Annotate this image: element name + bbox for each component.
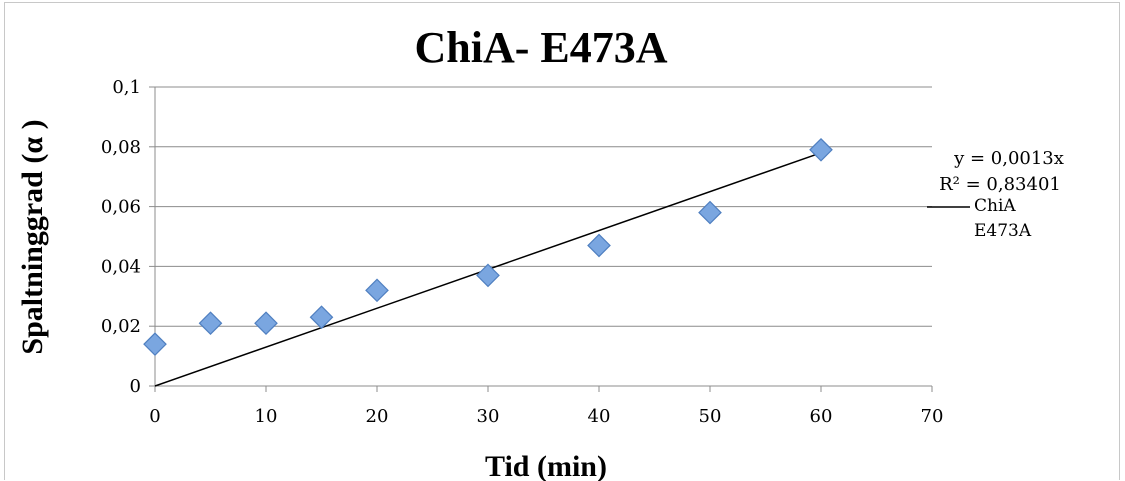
y-tick-label: 0,08 [101, 137, 141, 158]
chart-frame [4, 2, 1120, 480]
data-point [476, 263, 500, 288]
data-point [143, 332, 167, 356]
y-tick-label: 0,1 [112, 77, 141, 98]
legend-label-line1: ChiA [974, 196, 1016, 216]
data-point [365, 278, 389, 303]
data-point [309, 305, 334, 330]
data-point [587, 233, 611, 258]
data-point [698, 200, 722, 225]
legend: ChiA E473A [927, 196, 1032, 241]
y-tick-labels: 0 0,02 0,04 0,06 0,08 0,1 [101, 77, 141, 397]
y-tick-label: 0 [130, 376, 141, 397]
trendline-equation: y = 0,0013x [953, 148, 1064, 169]
data-point [809, 137, 833, 162]
y-tick-label: 0,02 [101, 316, 141, 337]
data-point [254, 311, 278, 336]
x-tick-label: 60 [810, 406, 833, 427]
y-tick-label: 0,04 [101, 256, 141, 277]
trendline-r2: R² = 0,83401 [939, 174, 1061, 195]
x-tick-label: 50 [699, 406, 722, 427]
x-tick-label: 0 [149, 406, 160, 427]
x-axis-title: Tid (min) [485, 450, 607, 481]
x-tick-label: 20 [366, 406, 389, 427]
y-tick-label: 0,06 [101, 197, 141, 218]
x-tick-label: 10 [255, 406, 278, 427]
legend-label-line2: E473A [974, 221, 1032, 241]
gridlines [149, 86, 932, 387]
x-tick-label: 70 [921, 406, 944, 427]
data-point [198, 311, 223, 336]
chart-title: ChiA- E473A [414, 23, 667, 72]
x-tick-label: 30 [477, 406, 500, 427]
data-points [143, 137, 833, 356]
x-tick-labels: 0 10 20 30 40 50 60 70 [149, 406, 943, 427]
axes [154, 87, 933, 392]
y-axis-title: Spaltninggrad (α ) [16, 119, 49, 354]
x-tick-label: 40 [588, 406, 611, 427]
